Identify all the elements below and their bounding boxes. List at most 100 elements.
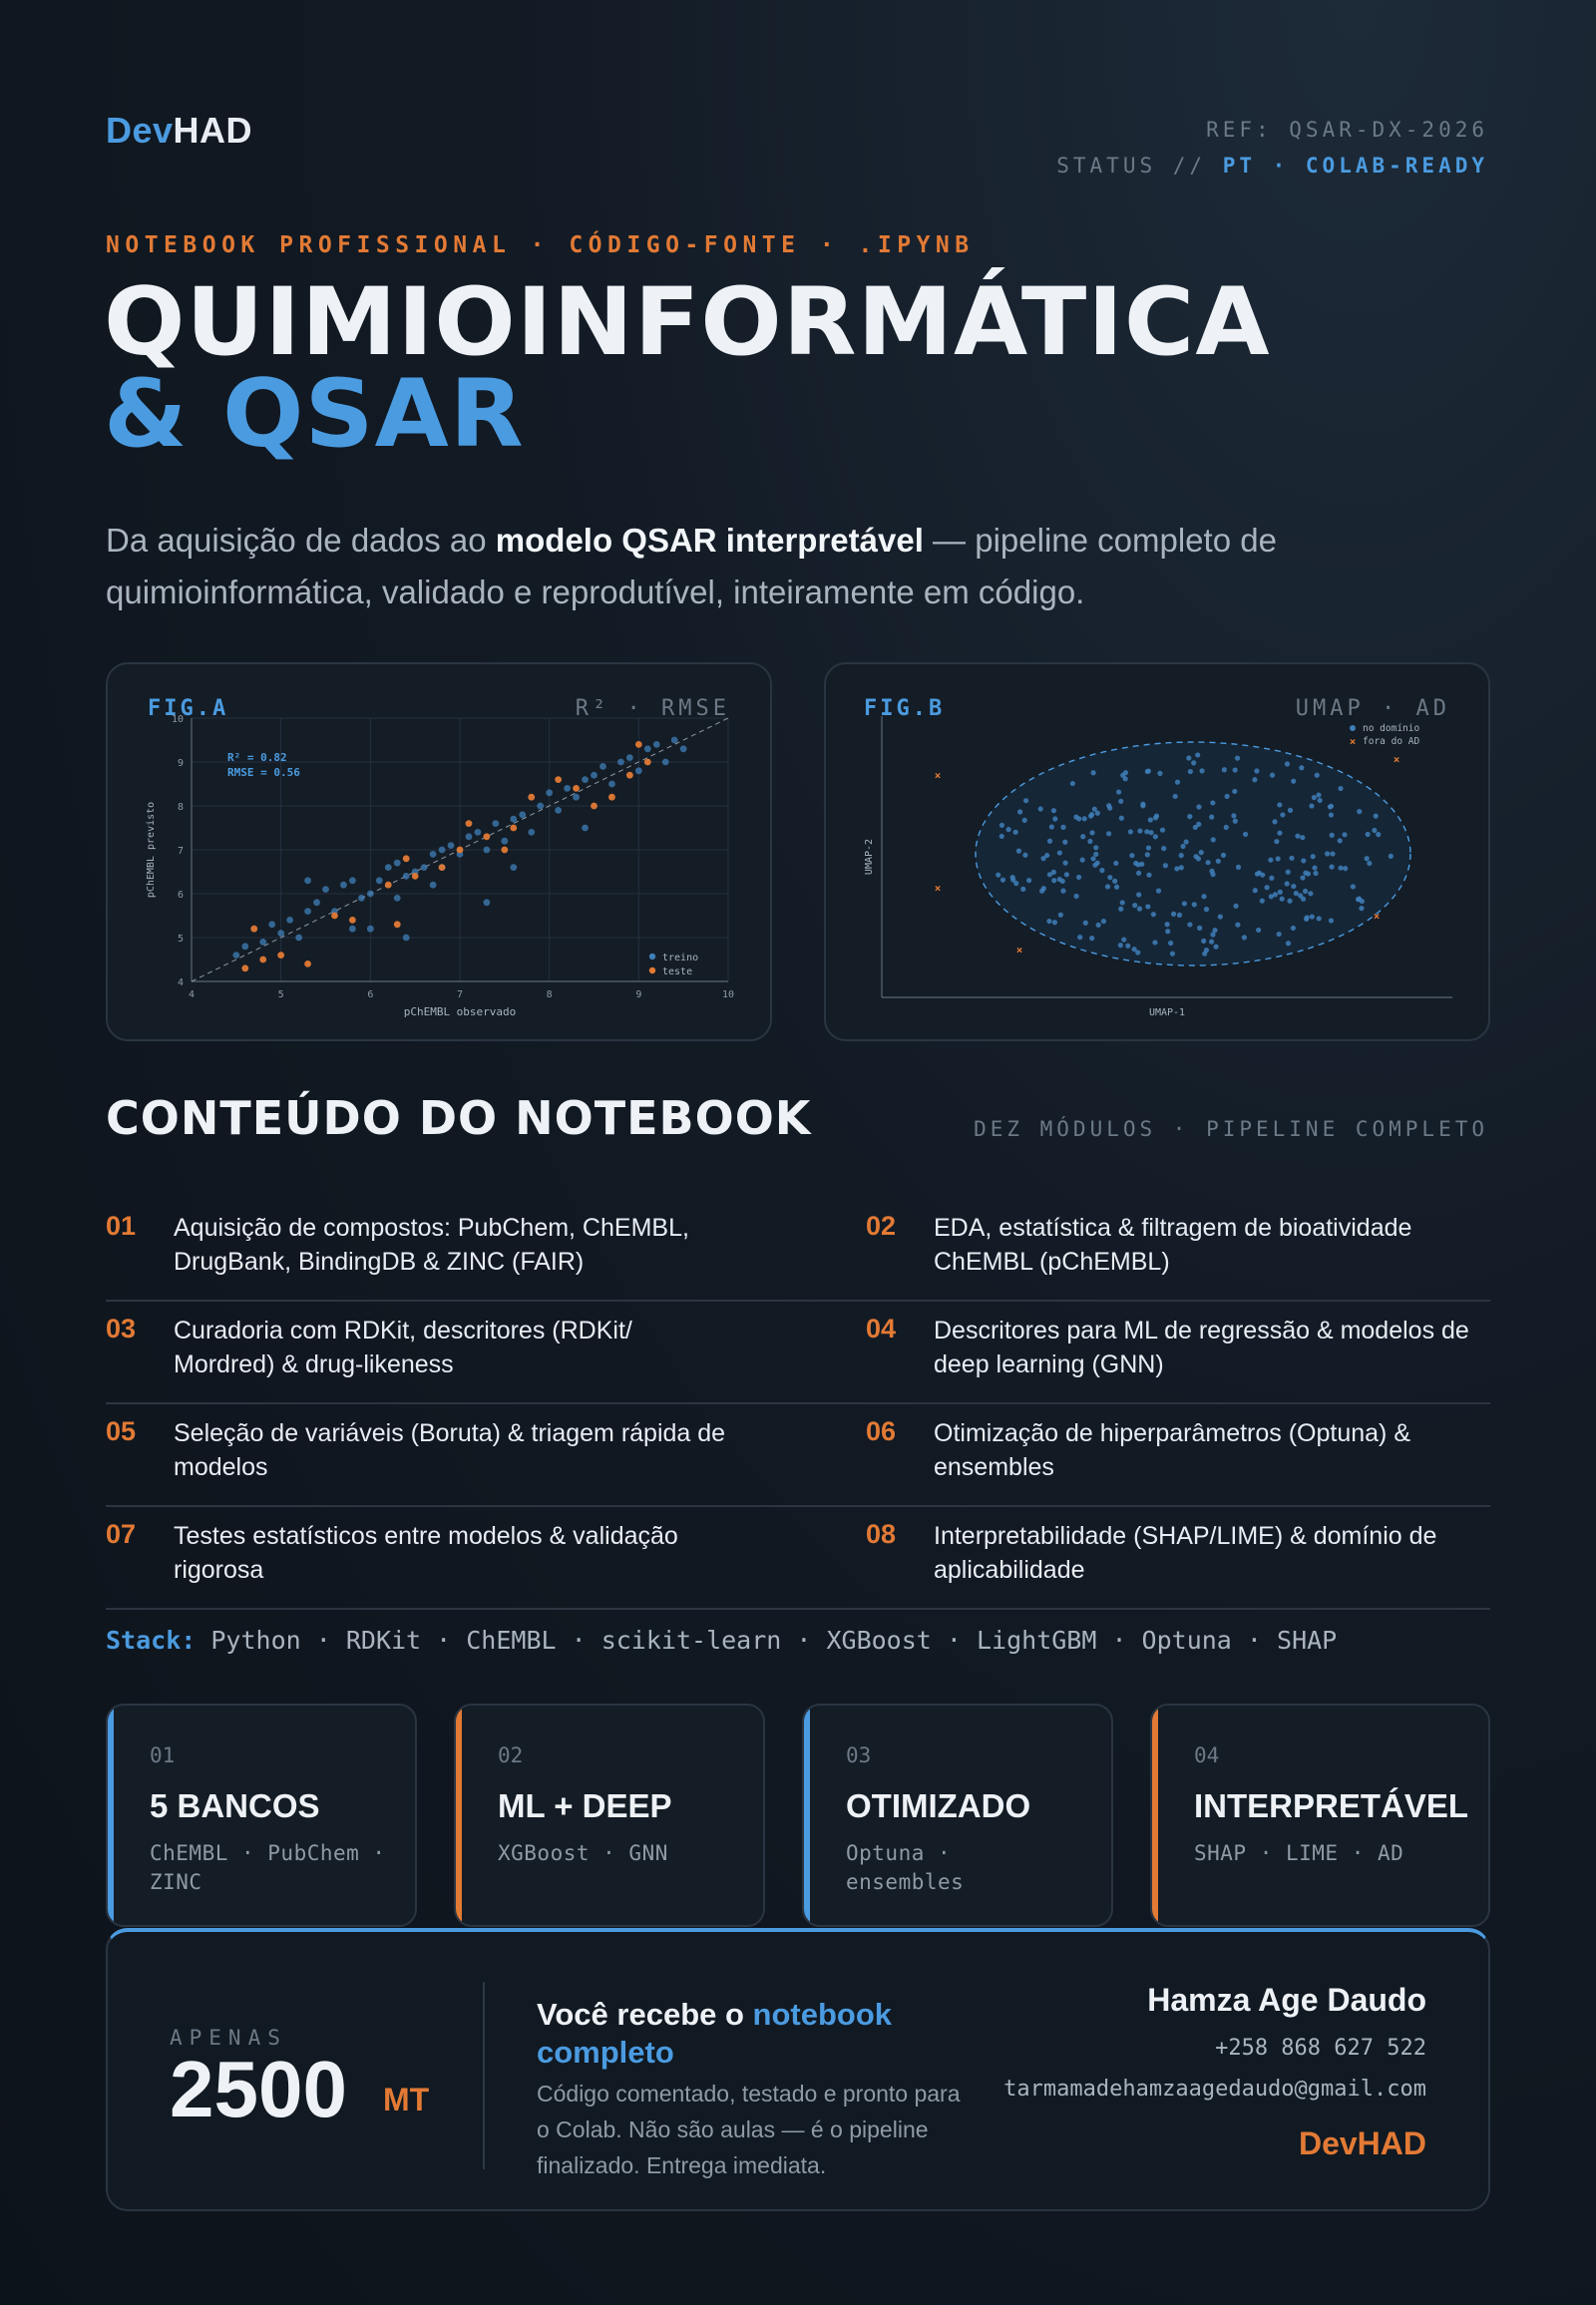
card-subtitle: Optuna · ensembles (846, 1841, 965, 1894)
in-domain-point (1022, 798, 1029, 804)
test-point (393, 921, 401, 929)
train-point (366, 925, 374, 933)
in-domain-point (1187, 768, 1193, 775)
in-domain-point (1104, 884, 1111, 890)
in-domain-point (1201, 938, 1207, 945)
in-domain-point (1079, 857, 1085, 863)
in-domain-point (1357, 809, 1363, 815)
author-email[interactable]: tarmamadehamzaagedaudo@gmail.com (1003, 2077, 1426, 2102)
in-domain-point (1164, 922, 1170, 928)
in-domain-point (1287, 898, 1293, 904)
in-domain-point (1191, 760, 1197, 766)
in-domain-point (1060, 888, 1066, 894)
in-domain-point (1328, 803, 1335, 809)
price-value: 2500 (170, 2045, 347, 2133)
in-domain-point (1235, 922, 1241, 928)
in-domain-point (1145, 904, 1151, 910)
in-domain-point (1106, 803, 1112, 809)
card-title: 5 BANCOS (150, 1787, 320, 1824)
in-domain-point (1005, 827, 1011, 833)
train-point (393, 859, 401, 867)
in-domain-point (1089, 830, 1095, 836)
contents-subtitle: DEZ MÓDULOS · PIPELINE COMPLETO (974, 1117, 1488, 1141)
in-domain-point (1119, 900, 1125, 906)
train-point (304, 908, 311, 915)
in-domain-point (1196, 821, 1202, 827)
status-line: STATUS // PT · COLAB-READY (1056, 148, 1488, 184)
in-domain-point (1212, 928, 1218, 934)
train-point (546, 789, 554, 797)
train-point (340, 881, 347, 889)
in-domain-point (1118, 815, 1124, 821)
in-domain-point (1176, 912, 1183, 918)
in-domain-point (1300, 835, 1306, 841)
in-domain-point (1099, 868, 1105, 874)
in-domain-point (1050, 808, 1057, 814)
y-tick-label: 10 (172, 714, 184, 725)
y-axis-label: pChEMBL previsto (146, 802, 157, 898)
module-text: Seleção de variáveis (Boruta) & triagem … (174, 1419, 726, 1481)
y-tick-label: 7 (178, 846, 184, 857)
test-point (438, 864, 446, 871)
train-point (232, 952, 240, 959)
card-number: 02 (498, 1743, 524, 1767)
in-domain-point (1301, 858, 1307, 864)
in-domain-point (1144, 852, 1150, 858)
train-point (519, 811, 527, 819)
in-domain-point (1121, 937, 1127, 943)
in-domain-point (1285, 869, 1291, 875)
author-phone[interactable]: +258 868 627 522 (1215, 2036, 1426, 2061)
in-domain-point (1093, 845, 1099, 851)
legend-label: treino (662, 953, 698, 963)
rmse-annotation: RMSE = 0.56 (227, 766, 300, 779)
in-domain-point (1268, 894, 1274, 900)
in-domain-point (1159, 827, 1166, 833)
in-domain-point (1127, 829, 1133, 835)
train-point (438, 846, 446, 854)
in-domain-point (1116, 789, 1122, 795)
pricing-panel: APENAS 2500 MT Você recebe o notebook co… (106, 1928, 1490, 2211)
module-number: 06 (866, 1416, 897, 1446)
in-domain-point (1077, 934, 1083, 941)
train-point (429, 881, 437, 889)
in-domain-point (1256, 927, 1262, 934)
in-domain-point (1241, 935, 1248, 941)
train-point (599, 763, 606, 770)
train-point (259, 939, 267, 946)
in-domain-point (1137, 828, 1143, 834)
in-domain-point (1367, 860, 1373, 867)
in-domain-point (1195, 856, 1202, 862)
in-domain-point (1328, 812, 1335, 818)
in-domain-point (1325, 851, 1331, 857)
in-domain-point (1208, 939, 1215, 945)
in-domain-point (1317, 797, 1323, 804)
in-domain-point (1140, 801, 1146, 807)
legend-marker (648, 966, 656, 974)
in-domain-point (1191, 902, 1197, 908)
in-domain-point (1178, 865, 1184, 871)
test-point (510, 824, 518, 832)
card-number: 03 (846, 1743, 872, 1767)
r2-annotation: R² = 0.82 (227, 751, 287, 764)
in-domain-point (1201, 894, 1207, 900)
train-point (465, 833, 473, 841)
module-number: 08 (866, 1519, 897, 1549)
figure-b-panel: FIG.B UMAP · AD UMAP-1 UMAP-2 × × × × × no domí… (824, 662, 1490, 1041)
train-point (349, 925, 356, 933)
out-of-domain-point: × (1016, 944, 1023, 957)
in-domain-point (1148, 830, 1154, 836)
in-domain-point (1254, 768, 1260, 774)
in-domain-point (1136, 892, 1142, 898)
in-domain-point (1017, 809, 1023, 815)
in-domain-point (1252, 888, 1258, 894)
card-accent-bar (804, 1706, 810, 1925)
in-domain-point (1181, 901, 1187, 907)
in-domain-point (1311, 794, 1317, 801)
feature-card: 04 INTERPRETÁVEL SHAP · LIME · AD (1150, 1704, 1490, 1927)
offer-title-b: notebook completo (537, 1997, 893, 2070)
in-domain-point (1272, 819, 1278, 825)
in-domain-point (1338, 785, 1344, 792)
in-domain-point (1183, 839, 1189, 845)
train-point (429, 851, 437, 858)
legend-label: no domínio (1363, 723, 1419, 734)
